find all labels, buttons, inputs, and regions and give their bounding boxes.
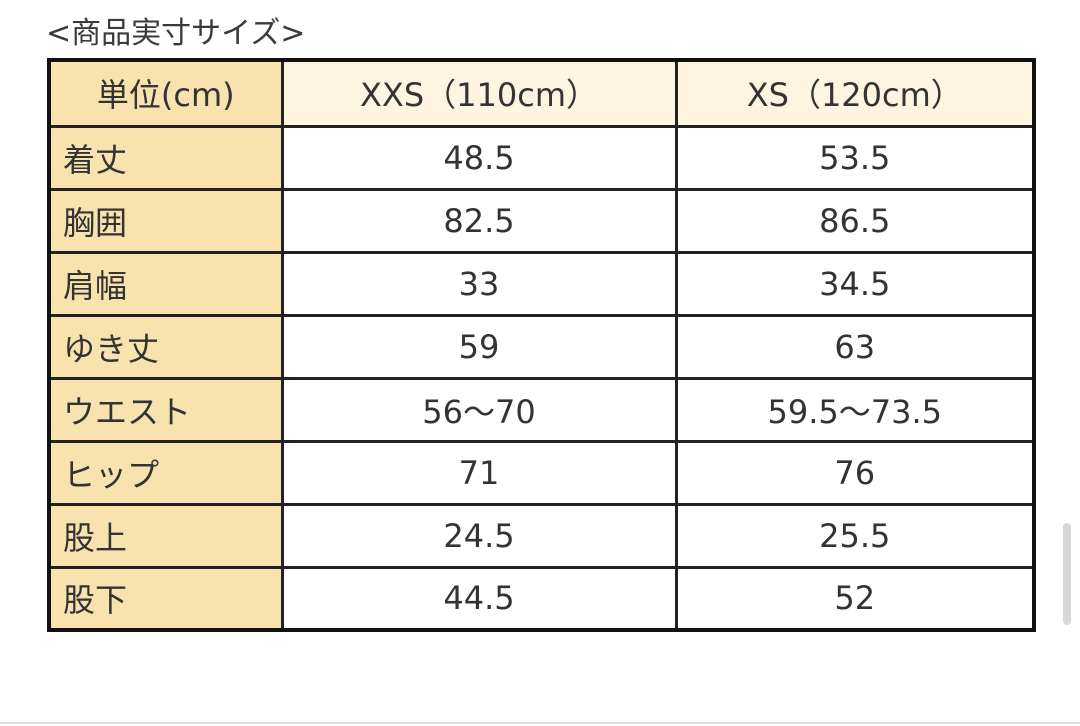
- cell-value: 34.5: [674, 250, 1036, 317]
- cell-value: 82.5: [280, 187, 678, 254]
- cell-value: 44.5: [280, 565, 678, 632]
- cell-value: 63: [674, 313, 1036, 380]
- divider: [0, 722, 1080, 724]
- cell-value: 25.5: [674, 502, 1036, 569]
- table-row: 股上 24.5 25.5: [47, 502, 1036, 569]
- size-table: 単位(cm) XXS（110cm） XS（120cm） 着丈 48.5 53.5 胸囲…: [47, 58, 1036, 632]
- header-cell: 単位(cm): [47, 58, 284, 128]
- table-row: ヒップ 71 76: [47, 439, 1036, 506]
- page-title: <商品実寸サイズ>: [46, 16, 306, 51]
- table-row: ゆき丈 59 63: [47, 313, 1036, 380]
- table-row: 股下 44.5 52: [47, 565, 1036, 632]
- table-row: ウエスト 56〜70 59.5〜73.5: [47, 376, 1036, 443]
- row-label: ゆき丈: [47, 313, 284, 380]
- cell-value: 52: [674, 565, 1036, 632]
- cell-value: 71: [280, 439, 678, 506]
- row-label: 股下: [47, 565, 284, 632]
- row-label: ウエスト: [47, 376, 284, 443]
- table-row: 肩幅 33 34.5: [47, 250, 1036, 317]
- row-label: 着丈: [47, 124, 284, 191]
- cell-value: 24.5: [280, 502, 678, 569]
- cell-value: 56〜70: [280, 376, 678, 443]
- table-header-row: 単位(cm) XXS（110cm） XS（120cm）: [47, 58, 1036, 128]
- cell-value: 59: [280, 313, 678, 380]
- cell-value: 33: [280, 250, 678, 317]
- cell-value: 48.5: [280, 124, 678, 191]
- cell-value: 76: [674, 439, 1036, 506]
- row-label: 股上: [47, 502, 284, 569]
- cell-value: 53.5: [674, 124, 1036, 191]
- cell-value: 59.5〜73.5: [674, 376, 1036, 443]
- table-row: 胸囲 82.5 86.5: [47, 187, 1036, 254]
- header-cell: XS（120cm）: [674, 58, 1036, 128]
- header-cell: XXS（110cm）: [280, 58, 678, 128]
- row-label: 肩幅: [47, 250, 284, 317]
- row-label: ヒップ: [47, 439, 284, 506]
- row-label: 胸囲: [47, 187, 284, 254]
- scrollbar[interactable]: [1063, 523, 1071, 625]
- cell-value: 86.5: [674, 187, 1036, 254]
- table-row: 着丈 48.5 53.5: [47, 124, 1036, 191]
